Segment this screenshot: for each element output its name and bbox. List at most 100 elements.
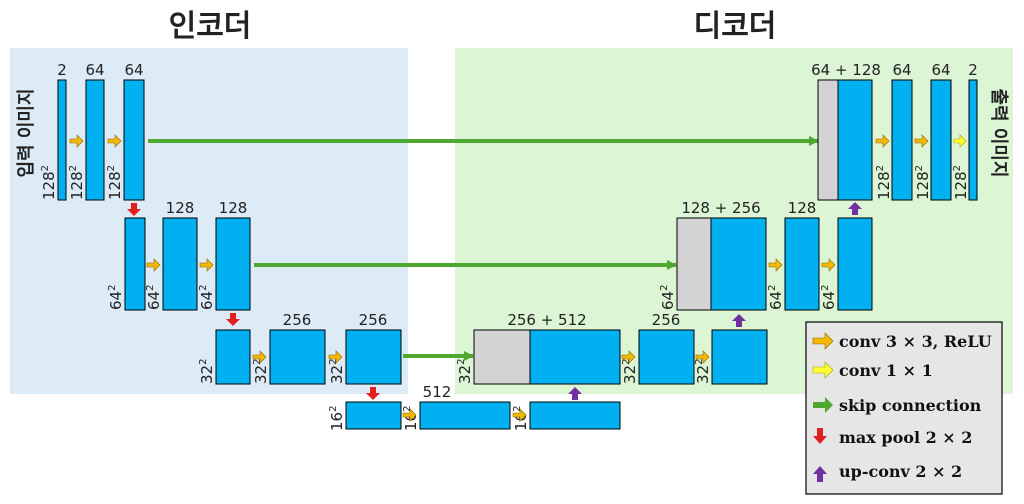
block-dec1-concat-gray bbox=[817, 79, 839, 201]
block-dec2-a bbox=[784, 217, 820, 311]
size-dec3-b: 322 bbox=[694, 359, 712, 384]
svg-text:642: 642 bbox=[145, 285, 163, 310]
maxpool-arrows bbox=[127, 203, 380, 400]
size-dec3-concat: 322 bbox=[456, 359, 474, 384]
svg-text:322: 322 bbox=[252, 359, 270, 384]
legend-conv3-icon bbox=[812, 332, 834, 350]
channel-enc3-a: 256 bbox=[283, 311, 312, 329]
decoder-heading: 디코더 bbox=[694, 9, 777, 44]
block-enc1-a bbox=[85, 79, 105, 201]
block-enc3-b bbox=[345, 329, 402, 385]
svg-text:1282: 1282 bbox=[106, 165, 124, 200]
conv3-arrows bbox=[69, 134, 929, 422]
size-enc3-a: 322 bbox=[252, 359, 270, 384]
conv3-arrow bbox=[914, 134, 929, 148]
legend-conv1-icon bbox=[812, 361, 834, 379]
channel-dec1-a: 64 bbox=[892, 61, 911, 79]
conv3-arrow bbox=[768, 258, 783, 272]
channel-bottleneck: 512 bbox=[423, 383, 452, 401]
size-enc3-b: 322 bbox=[328, 359, 346, 384]
conv3-arrow bbox=[402, 408, 417, 422]
size-input: 1282 bbox=[40, 165, 58, 200]
upconv-arrow bbox=[848, 202, 862, 215]
conv3-arrow bbox=[328, 350, 343, 364]
output-image-label: 출력 이미지 bbox=[988, 88, 1009, 177]
upconv-arrow bbox=[732, 314, 746, 327]
size-enc1-b: 1282 bbox=[106, 165, 124, 200]
size-bott-pool: 162 bbox=[328, 406, 346, 431]
svg-text:162: 162 bbox=[328, 406, 346, 431]
legend-label-maxpool: max pool 2 × 2 bbox=[839, 428, 972, 447]
svg-text:642: 642 bbox=[198, 285, 216, 310]
channel-dec3-a: 256 bbox=[652, 311, 681, 329]
size-dec1-a: 1282 bbox=[875, 165, 893, 200]
maxpool-arrow bbox=[127, 203, 141, 216]
size-enc2-b: 642 bbox=[198, 285, 216, 310]
upconv-arrow bbox=[568, 387, 582, 400]
svg-text:322: 322 bbox=[621, 359, 639, 384]
legend-box bbox=[805, 321, 1003, 495]
svg-text:642: 642 bbox=[767, 285, 785, 310]
block-dec2-concat-gray bbox=[676, 217, 712, 311]
block-enc2-a bbox=[162, 217, 198, 311]
legend-label-skip: skip connection bbox=[839, 396, 982, 415]
legend-skip-icon bbox=[813, 397, 833, 413]
svg-text:322: 322 bbox=[694, 359, 712, 384]
svg-text:322: 322 bbox=[456, 359, 474, 384]
block-bott-a bbox=[419, 401, 511, 430]
legend: conv 3 × 3, ReLU conv 1 × 1 skip connect… bbox=[805, 321, 1003, 495]
block-output bbox=[968, 79, 978, 201]
channel-enc2-b: 128 bbox=[219, 199, 248, 217]
conv3-arrow bbox=[252, 350, 267, 364]
channel-dec1-b: 64 bbox=[931, 61, 950, 79]
svg-text:1282: 1282 bbox=[914, 165, 932, 200]
size-dec2-a: 642 bbox=[767, 285, 785, 310]
maxpool-arrow bbox=[226, 313, 240, 326]
svg-text:642: 642 bbox=[107, 285, 125, 310]
channel-enc1-a: 64 bbox=[85, 61, 104, 79]
channel-input: 2 bbox=[57, 61, 67, 79]
legend-upconv-icon bbox=[813, 466, 827, 482]
size-enc2-a: 642 bbox=[145, 285, 163, 310]
legend-label-upconv: up-conv 2 × 2 bbox=[839, 462, 962, 481]
size-dec2-b: 642 bbox=[820, 285, 838, 310]
size-enc1-a: 1282 bbox=[68, 165, 86, 200]
block-enc2-b bbox=[215, 217, 251, 311]
channel-dec3-concat: 256 + 512 bbox=[507, 311, 586, 329]
block-bott-b bbox=[529, 401, 621, 430]
block-dec3-concat-blue bbox=[529, 329, 621, 385]
conv3-arrow bbox=[821, 258, 836, 272]
block-dec1-b bbox=[930, 79, 952, 201]
channel-output: 2 bbox=[968, 61, 978, 79]
svg-text:1282: 1282 bbox=[952, 165, 970, 200]
svg-text:1282: 1282 bbox=[40, 165, 58, 200]
block-dec2-b bbox=[837, 217, 873, 311]
svg-text:1282: 1282 bbox=[68, 165, 86, 200]
block-bott-pool bbox=[345, 401, 402, 430]
conv3-arrow bbox=[621, 350, 636, 364]
conv1-arrow bbox=[953, 134, 967, 148]
upconv-arrows bbox=[568, 202, 862, 400]
encoder-region bbox=[10, 48, 408, 394]
channel-dec2-concat: 128 + 256 bbox=[681, 199, 760, 217]
svg-text:642: 642 bbox=[820, 285, 838, 310]
channel-enc3-b: 256 bbox=[359, 311, 388, 329]
conv3-arrow bbox=[875, 134, 890, 148]
block-enc3-pool bbox=[215, 329, 251, 385]
svg-text:322: 322 bbox=[328, 359, 346, 384]
legend-label-conv3: conv 3 × 3, ReLU bbox=[839, 332, 992, 351]
conv3-arrow bbox=[107, 134, 122, 148]
svg-text:322: 322 bbox=[198, 359, 216, 384]
block-input bbox=[57, 79, 67, 201]
conv3-arrow bbox=[199, 258, 214, 272]
block-enc3-a bbox=[269, 329, 326, 385]
size-enc3-pool: 322 bbox=[198, 359, 216, 384]
size-output: 1282 bbox=[952, 165, 970, 200]
size-dec1-b: 1282 bbox=[914, 165, 932, 200]
size-enc2-pool: 642 bbox=[107, 285, 125, 310]
block-dec2-concat-blue bbox=[710, 217, 767, 311]
conv3-arrow bbox=[146, 258, 161, 272]
size-dec3-a: 322 bbox=[621, 359, 639, 384]
input-image-label: 입력 이미지 bbox=[15, 88, 37, 177]
